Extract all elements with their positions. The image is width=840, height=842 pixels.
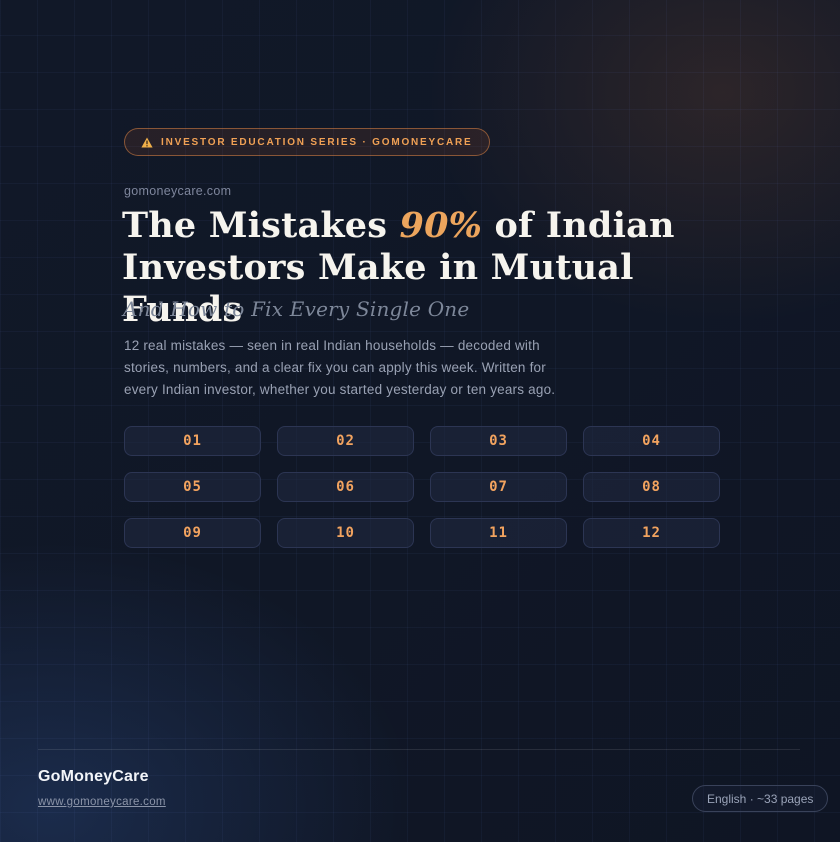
language-pages-badge: English · ~33 pages bbox=[692, 785, 829, 812]
mistake-chip-08[interactable]: 08 bbox=[583, 472, 720, 502]
page-title: The Mistakes 90% of Indian Investors Make… bbox=[122, 205, 762, 331]
page-subtitle: And How to Fix Every Single One bbox=[123, 297, 470, 321]
title-part-2: of Indian bbox=[482, 205, 675, 246]
title-highlight: 90% bbox=[399, 205, 483, 246]
series-badge-label: INVESTOR EDUCATION SERIES · GOMONEYCARE bbox=[161, 136, 473, 148]
series-badge: INVESTOR EDUCATION SERIES · GOMONEYCARE bbox=[124, 128, 490, 156]
description-text: 12 real mistakes — seen in real Indian h… bbox=[124, 338, 556, 397]
mistake-chip-05[interactable]: 05 bbox=[124, 472, 261, 502]
title-part-1: The Mistakes bbox=[122, 205, 400, 246]
mistake-chip-10[interactable]: 10 bbox=[277, 518, 414, 548]
mistake-chip-01[interactable]: 01 bbox=[124, 426, 261, 456]
mistake-number-grid: 01 02 03 04 05 06 07 08 09 10 11 12 bbox=[124, 426, 720, 548]
mistake-chip-04[interactable]: 04 bbox=[583, 426, 720, 456]
mistake-chip-12[interactable]: 12 bbox=[583, 518, 720, 548]
mistake-chip-07[interactable]: 07 bbox=[430, 472, 567, 502]
footer-brand: GoMoneyCare bbox=[38, 768, 149, 785]
mistake-chip-03[interactable]: 03 bbox=[430, 426, 567, 456]
footer-url-link[interactable]: www.gomoneycare.com bbox=[38, 796, 166, 808]
mistake-chip-09[interactable]: 09 bbox=[124, 518, 261, 548]
warning-icon bbox=[141, 137, 153, 148]
mistake-chip-02[interactable]: 02 bbox=[277, 426, 414, 456]
mistake-chip-11[interactable]: 11 bbox=[430, 518, 567, 548]
footer-divider bbox=[38, 749, 800, 750]
site-label: gomoneycare.com bbox=[124, 184, 232, 198]
mistake-chip-06[interactable]: 06 bbox=[277, 472, 414, 502]
title-line-2: Investors Make in Mutual Funds bbox=[122, 247, 634, 330]
